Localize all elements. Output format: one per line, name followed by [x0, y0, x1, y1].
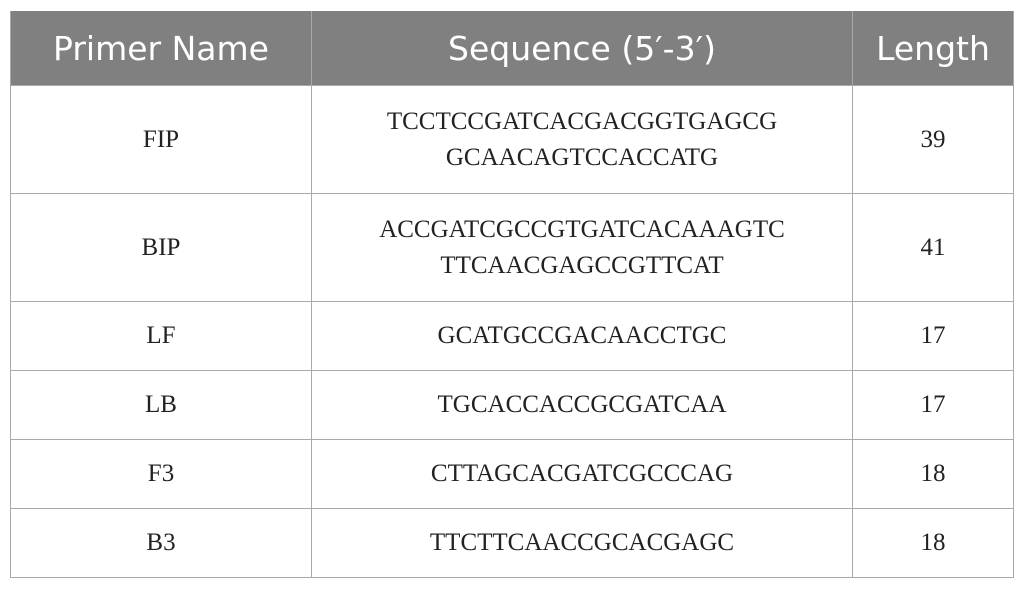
sequence-cell: TCCTCCGATCACGACGGTGAGCG GCAACAGTCCACCATG: [311, 85, 853, 194]
sequence-cell: CTTAGCACGATCGCCCAG: [311, 439, 853, 509]
length-cell: 39: [852, 85, 1014, 194]
primer-table: Primer Name Sequence (5′-3′) Length FIP …: [10, 11, 1014, 578]
sequence-cell: TGCACCACCGCGATCAA: [311, 370, 853, 440]
sequence-line: ACCGATCGCCGTGATCACAAAGTC: [379, 215, 785, 243]
primer-name-cell: LF: [10, 301, 312, 371]
table-row: LF GCATGCCGACAACCTGC 17: [10, 301, 1014, 371]
primer-table-container: Primer Name Sequence (5′-3′) Length FIP …: [10, 11, 1014, 578]
header-length: Length: [852, 11, 1014, 86]
table-row: B3 TTCTTCAACCGCACGAGC 18: [10, 508, 1014, 578]
length-cell: 17: [852, 370, 1014, 440]
header-sequence: Sequence (5′-3′): [311, 11, 853, 86]
table-row: LB TGCACCACCGCGATCAA 17: [10, 370, 1014, 440]
sequence-cell: ACCGATCGCCGTGATCACAAAGTC TTCAACGAGCCGTTC…: [311, 193, 853, 302]
sequence-line: TCCTCCGATCACGACGGTGAGCG: [386, 107, 778, 135]
sequence-cell: GCATGCCGACAACCTGC: [311, 301, 853, 371]
table-row: BIP ACCGATCGCCGTGATCACAAAGTC TTCAACGAGCC…: [10, 193, 1014, 302]
table-row: FIP TCCTCCGATCACGACGGTGAGCG GCAACAGTCCAC…: [10, 85, 1014, 194]
header-primer-name: Primer Name: [10, 11, 312, 86]
primer-name-cell: BIP: [10, 193, 312, 302]
primer-name-cell: LB: [10, 370, 312, 440]
length-cell: 41: [852, 193, 1014, 302]
length-cell: 18: [852, 439, 1014, 509]
primer-name-cell: FIP: [10, 85, 312, 194]
primer-name-cell: B3: [10, 508, 312, 578]
primer-name-cell: F3: [10, 439, 312, 509]
sequence-line: TTCAACGAGCCGTTCAT: [440, 251, 724, 279]
length-cell: 17: [852, 301, 1014, 371]
sequence-cell: TTCTTCAACCGCACGAGC: [311, 508, 853, 578]
table-row: F3 CTTAGCACGATCGCCCAG 18: [10, 439, 1014, 509]
length-cell: 18: [852, 508, 1014, 578]
header-row: Primer Name Sequence (5′-3′) Length: [10, 11, 1014, 86]
sequence-line: GCAACAGTCCACCATG: [445, 143, 719, 171]
